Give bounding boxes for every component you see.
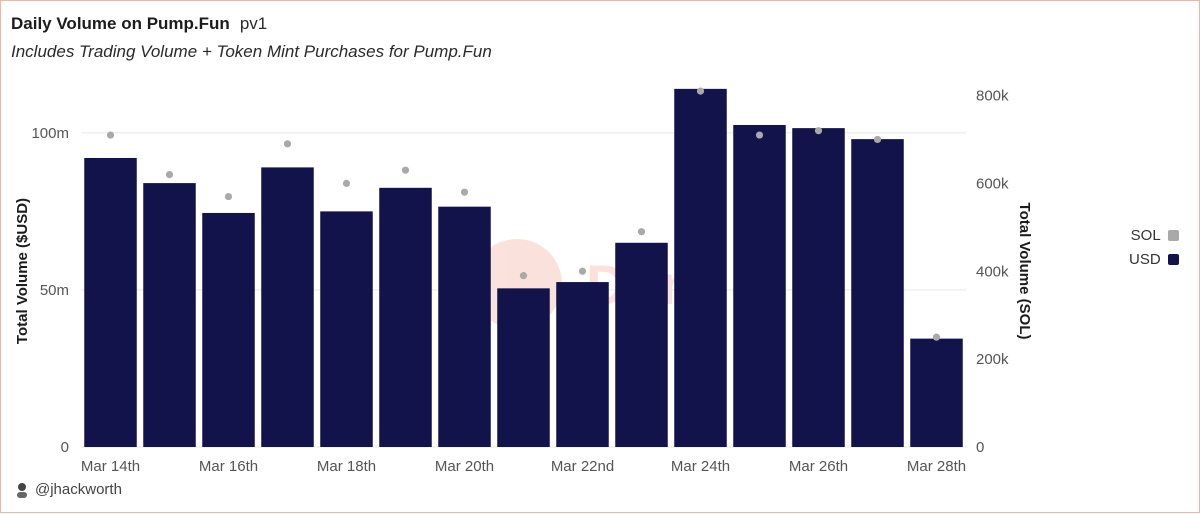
sol-point[interactable] xyxy=(283,140,292,148)
legend-label-usd: USD xyxy=(1129,250,1161,268)
title-row: Daily Volume on Pump.Fun pv1 xyxy=(11,14,267,34)
author-handle: @jhackworth xyxy=(35,481,122,498)
y-tick-label-right: 200k xyxy=(976,351,1009,368)
usd-bar[interactable] xyxy=(320,211,373,447)
usd-bar[interactable] xyxy=(910,338,963,447)
legend-label-sol: SOL xyxy=(1130,226,1161,244)
legend-swatch-usd xyxy=(1167,253,1179,265)
sol-point[interactable] xyxy=(637,228,646,236)
y-tick-label-right: 0 xyxy=(976,439,984,456)
x-tick-label: Mar 14th xyxy=(81,458,140,475)
legend-item-usd[interactable]: USD xyxy=(1129,247,1179,271)
sol-point[interactable] xyxy=(342,179,351,187)
usd-bar[interactable] xyxy=(143,183,196,447)
usd-bar[interactable] xyxy=(379,187,432,447)
usd-bar[interactable] xyxy=(261,167,314,447)
sol-point[interactable] xyxy=(460,188,469,196)
usd-bar[interactable] xyxy=(84,157,137,447)
axis-labels: 0 50m 100m 0 200k 400k 600k 800k Mar 14th Mar 16t… xyxy=(31,88,1009,475)
sol-point[interactable] xyxy=(932,333,941,341)
x-tick-label: Mar 20th xyxy=(435,458,494,475)
y-axis-title-left: Total Volume ($USD) xyxy=(14,198,31,344)
sol-point[interactable] xyxy=(224,192,233,201)
sol-point[interactable] xyxy=(755,131,764,139)
usd-bar[interactable] xyxy=(733,124,786,447)
usd-bar[interactable] xyxy=(615,242,668,447)
x-tick-label: Mar 18th xyxy=(317,458,376,475)
y-tick-label-right: 400k xyxy=(976,263,1009,280)
user-avatar-icon xyxy=(17,482,27,498)
usd-bar[interactable] xyxy=(674,88,727,448)
sol-point[interactable] xyxy=(873,135,882,144)
chart-title[interactable]: Daily Volume on Pump.Fun xyxy=(11,14,230,33)
y-tick-label-left: 100m xyxy=(31,125,69,142)
sol-point[interactable] xyxy=(814,127,823,135)
sol-point[interactable] xyxy=(578,267,587,275)
chart-subtitle: Includes Trading Volume + Token Mint Pur… xyxy=(11,42,492,61)
author-credit[interactable]: @jhackworth xyxy=(15,481,122,498)
sol-point[interactable] xyxy=(401,166,410,174)
usd-bars xyxy=(84,88,963,448)
sol-point[interactable] xyxy=(696,87,705,95)
usd-bar[interactable] xyxy=(497,288,550,447)
usd-bar[interactable] xyxy=(202,212,255,447)
y-tick-label-left: 50m xyxy=(40,282,69,299)
legend: SOL USD xyxy=(1129,223,1179,271)
usd-bar[interactable] xyxy=(438,206,491,447)
sol-point[interactable] xyxy=(165,170,174,179)
y-tick-label-right: 600k xyxy=(976,175,1009,192)
y-tick-label-left: 0 xyxy=(61,439,69,456)
x-tick-label: Mar 22nd xyxy=(551,458,614,475)
x-tick-label: Mar 26th xyxy=(789,458,848,475)
usd-bar[interactable] xyxy=(792,128,845,447)
x-tick-label: Mar 28th xyxy=(907,458,966,475)
y-axis-title-right: Total Volume (SOL) xyxy=(1016,203,1033,340)
usd-bar[interactable] xyxy=(556,282,609,447)
x-tick-label: Mar 24th xyxy=(671,458,730,475)
y-tick-label-right: 800k xyxy=(976,88,1009,105)
sol-point[interactable] xyxy=(519,272,528,280)
usd-bar[interactable] xyxy=(851,139,904,447)
sol-point[interactable] xyxy=(106,131,115,139)
legend-item-sol[interactable]: SOL xyxy=(1129,223,1179,247)
legend-swatch-sol xyxy=(1167,229,1179,241)
x-tick-label: Mar 16th xyxy=(199,458,258,475)
sol-dots xyxy=(106,87,941,341)
chart-version-label: pv1 xyxy=(239,14,268,33)
